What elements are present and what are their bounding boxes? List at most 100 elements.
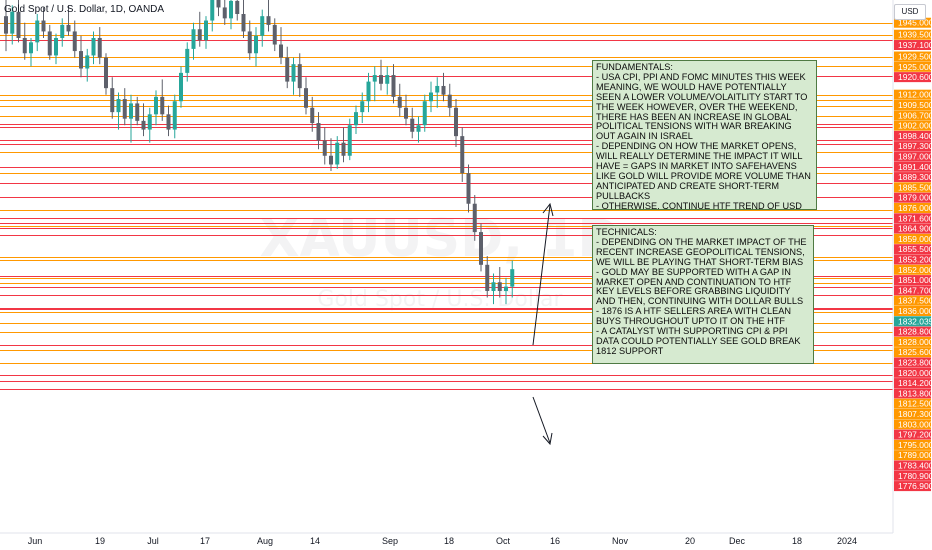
candle-body bbox=[291, 64, 296, 82]
price-label-box bbox=[894, 89, 931, 100]
candle-body bbox=[410, 118, 415, 132]
candle-body bbox=[472, 203, 477, 233]
price-label-box bbox=[894, 429, 931, 440]
price-label: 1889.300 bbox=[898, 172, 932, 182]
price-label-box bbox=[894, 120, 931, 131]
forecast-arrows bbox=[532, 202, 554, 446]
price-label: 1852.000 bbox=[898, 265, 932, 275]
price-label: 1789.000 bbox=[898, 450, 932, 460]
time-tick-label: 16 bbox=[550, 536, 560, 546]
price-label-box bbox=[894, 29, 931, 40]
price-label-box bbox=[894, 130, 931, 141]
candle-body bbox=[279, 44, 283, 58]
candle-body bbox=[41, 20, 46, 32]
time-axis[interactable] bbox=[0, 533, 893, 550]
price-label-box bbox=[894, 254, 931, 265]
candle-body bbox=[454, 107, 458, 137]
time-tick-label: Oct bbox=[496, 536, 511, 546]
price-label-box bbox=[894, 326, 931, 337]
candle-body bbox=[254, 35, 258, 54]
price-label-box bbox=[894, 264, 931, 275]
candle-body bbox=[504, 286, 508, 291]
candle-body bbox=[247, 31, 252, 54]
price-label-box bbox=[894, 336, 931, 347]
forecast-arrow-up-head bbox=[542, 202, 554, 217]
candle-body bbox=[197, 29, 202, 41]
price-label: 1925.000 bbox=[898, 62, 932, 72]
price-label: 1912.000 bbox=[898, 90, 932, 100]
price-label-box bbox=[894, 481, 931, 492]
price-label: 1853.200 bbox=[898, 254, 932, 264]
price-label: 1812.500 bbox=[898, 399, 932, 409]
candle-body bbox=[360, 101, 365, 113]
candle-body bbox=[372, 75, 377, 82]
candle-body bbox=[341, 142, 346, 156]
price-label: 1909.500 bbox=[898, 100, 932, 110]
price-label-box bbox=[894, 99, 931, 110]
price-label-box bbox=[894, 244, 931, 255]
candle-body bbox=[110, 88, 115, 113]
time-axis-labels: Jun 19 Jul 17 Aug 14 Sep 18 Oct 16 Nov 20 Dec 18 2024 bbox=[28, 536, 857, 546]
price-label-box bbox=[894, 439, 931, 450]
technicals-note[interactable]: TECHNICALS: - DEPENDING ON THE MARKET IM… bbox=[592, 225, 814, 364]
price-label-box bbox=[894, 72, 931, 83]
candle-body bbox=[285, 57, 290, 82]
price-label: 1929.500 bbox=[898, 52, 932, 62]
price-label: 1783.400 bbox=[898, 460, 932, 470]
candle-body bbox=[235, 0, 240, 14]
time-tick-label: Nov bbox=[612, 536, 629, 546]
price-label: 1920.600 bbox=[898, 72, 932, 82]
price-label: 1937.100 bbox=[898, 40, 932, 50]
price-label-box bbox=[894, 450, 931, 461]
candle-body bbox=[222, 7, 227, 19]
candle-body bbox=[322, 140, 327, 156]
candle-body bbox=[191, 29, 196, 49]
candle-body bbox=[497, 282, 502, 291]
time-tick-label: Sep bbox=[382, 536, 398, 546]
price-label: 1897.000 bbox=[898, 151, 932, 161]
fundamentals-note[interactable]: FUNDAMENTALS: - USA CPI, PPI AND FOMC MI… bbox=[592, 60, 817, 210]
candle-body bbox=[116, 99, 121, 113]
candle-body bbox=[29, 42, 33, 54]
symbol-title[interactable]: Gold Spot / U.S. Dollar, 1D, OANDA bbox=[4, 4, 165, 15]
candle-body bbox=[172, 101, 177, 130]
price-label-box bbox=[894, 141, 931, 152]
price-label: 1847.700 bbox=[898, 285, 932, 295]
price-label-box bbox=[894, 470, 931, 481]
time-tick-label: 20 bbox=[685, 536, 695, 546]
time-tick-label: 19 bbox=[95, 536, 105, 546]
price-label-box bbox=[894, 172, 931, 183]
price-label: 1813.800 bbox=[898, 388, 932, 398]
price-label-box bbox=[894, 357, 931, 368]
time-tick-label: Jul bbox=[147, 536, 159, 546]
candle-body bbox=[460, 136, 465, 174]
candle-body bbox=[316, 123, 321, 141]
watermark-name: Gold Spot / U.S. Dollar bbox=[317, 287, 563, 312]
candle-body bbox=[216, 0, 221, 8]
candle-body bbox=[466, 173, 471, 204]
price-label-box bbox=[894, 460, 931, 471]
candle-body bbox=[510, 269, 515, 287]
candle-body bbox=[104, 57, 108, 89]
candle-body bbox=[179, 72, 183, 102]
candle-body bbox=[47, 31, 52, 56]
price-label: 1906.700 bbox=[898, 110, 932, 120]
candle-body bbox=[404, 107, 408, 119]
price-label: 1776.900 bbox=[898, 481, 932, 491]
price-label-box bbox=[894, 233, 931, 244]
price-label-box bbox=[894, 40, 931, 51]
candle-body bbox=[122, 99, 127, 119]
currency-badge[interactable]: USD bbox=[894, 4, 926, 20]
price-label-box bbox=[894, 388, 931, 399]
candle-body bbox=[54, 37, 58, 56]
candle-body bbox=[210, 0, 215, 21]
candles bbox=[4, 0, 515, 305]
price-label: 1836.000 bbox=[898, 306, 932, 316]
price-label-box bbox=[894, 61, 931, 72]
candle-body bbox=[91, 37, 96, 56]
candle-body bbox=[491, 282, 496, 291]
candle-body bbox=[329, 155, 333, 165]
candle-body bbox=[391, 75, 396, 97]
price-label-box bbox=[894, 367, 931, 378]
price-label: 1939.500 bbox=[898, 30, 932, 40]
